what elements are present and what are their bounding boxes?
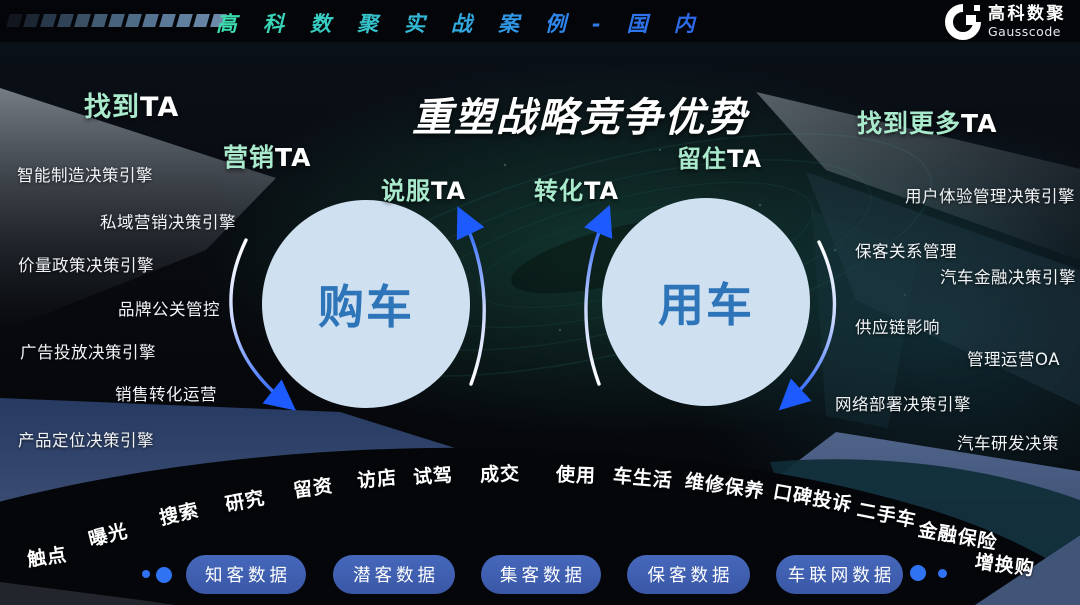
circle-use-car: 用车 bbox=[602, 198, 810, 406]
stage-label-convert-ta: 转化TA bbox=[534, 177, 620, 205]
left-engine-label: 私域营销决策引擎 bbox=[100, 213, 236, 232]
page-title: 重塑战略竞争优势 bbox=[412, 94, 748, 141]
left-engine-label: 品牌公关管控 bbox=[118, 300, 220, 319]
strip-title: 高科数聚实战案例-国内 bbox=[216, 8, 721, 38]
left-engine-label: 智能制造决策引擎 bbox=[17, 166, 153, 185]
journey-stage-label: 试驾 bbox=[412, 464, 454, 489]
journey-stage-label: 车生活 bbox=[612, 464, 674, 493]
journey-stage-label: 留资 bbox=[291, 474, 335, 503]
data-pill: 集客数据 bbox=[481, 555, 601, 594]
stage-label-persuade-ta: 说服TA bbox=[381, 177, 467, 205]
accent-dot bbox=[938, 569, 947, 578]
right-engine-label: 管理运营OA bbox=[967, 350, 1060, 369]
left-engine-label: 产品定位决策引擎 bbox=[18, 431, 154, 450]
accent-dot bbox=[156, 567, 172, 583]
right-engine-label: 用户体验管理决策引擎 bbox=[905, 187, 1075, 206]
left-engine-label: 价量政策决策引擎 bbox=[18, 256, 154, 275]
decorative-squares-icon bbox=[6, 14, 227, 27]
gausscode-logo-icon bbox=[945, 4, 981, 40]
accent-dot bbox=[910, 565, 926, 581]
data-pill: 车联网数据 bbox=[776, 555, 903, 594]
accent-dot bbox=[142, 570, 150, 578]
journey-stage-label: 访店 bbox=[356, 466, 399, 493]
left-engine-label: 广告投放决策引擎 bbox=[20, 343, 156, 362]
left-engine-label: 销售转化运营 bbox=[115, 385, 217, 404]
data-pill: 保客数据 bbox=[627, 555, 750, 594]
circle-buy-car: 购车 bbox=[262, 200, 470, 408]
right-engine-label: 网络部署决策引擎 bbox=[835, 395, 971, 414]
journey-stage-label: 触点 bbox=[25, 543, 69, 572]
journey-stage-label: 使用 bbox=[555, 463, 597, 488]
brand-name-en: Gausscode bbox=[988, 23, 1061, 39]
right-engine-label: 保客关系管理 bbox=[855, 242, 957, 261]
stage-label-retain-ta: 留住TA bbox=[677, 145, 763, 173]
journey-stage-label: 成交 bbox=[479, 462, 521, 487]
stage-label-find-ta: 找到TA bbox=[84, 92, 180, 123]
stage-label-marketing-ta: 营销TA bbox=[223, 143, 312, 172]
data-pill: 潜客数据 bbox=[333, 555, 455, 594]
data-pill: 知客数据 bbox=[186, 555, 306, 594]
right-engine-label: 汽车研发决策 bbox=[957, 434, 1059, 453]
right-engine-label: 汽车金融决策引擎 bbox=[940, 268, 1076, 287]
brand-name-cn: 高科数聚 bbox=[988, 4, 1066, 25]
top-bar: 高科数聚实战案例-国内 高科数聚 Gausscode bbox=[0, 0, 1080, 42]
brand-logo: 高科数聚 Gausscode bbox=[945, 4, 1066, 40]
stage-label-find-more-ta: 找到更多TA bbox=[857, 109, 998, 138]
right-engine-label: 供应链影响 bbox=[855, 318, 940, 337]
